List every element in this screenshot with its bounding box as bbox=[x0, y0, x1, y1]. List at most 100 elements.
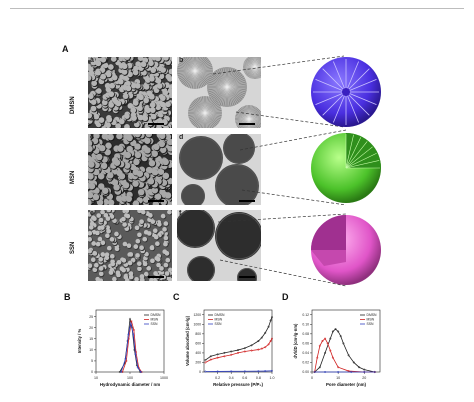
y-tick-label: 0.00 bbox=[302, 370, 309, 374]
plot-frame bbox=[203, 309, 273, 373]
data-point bbox=[337, 370, 340, 373]
data-point bbox=[209, 355, 212, 358]
data-point bbox=[270, 337, 273, 340]
data-point bbox=[136, 366, 139, 369]
data-point bbox=[363, 368, 366, 371]
data-point bbox=[257, 340, 260, 343]
data-point bbox=[250, 349, 253, 352]
data-point bbox=[230, 353, 233, 356]
data-point bbox=[209, 358, 212, 361]
scale-bar bbox=[148, 200, 164, 202]
legend-label: SSN bbox=[367, 322, 375, 326]
data-point bbox=[337, 366, 340, 369]
x-tick-label: 0.4 bbox=[229, 376, 234, 380]
data-point bbox=[331, 356, 334, 359]
panel-label-d: D bbox=[282, 292, 289, 302]
sem-letter-e: e bbox=[90, 210, 94, 217]
data-point bbox=[257, 370, 260, 373]
data-point bbox=[337, 330, 340, 333]
scale-bar bbox=[239, 200, 255, 202]
chart-d-pore-distribution: 0 10 20 0.00 0.02 0.04 0.06 0.08 0.10 0.12 Pore di… bbox=[293, 309, 381, 387]
y-tick-label: 0.02 bbox=[302, 361, 309, 365]
x-tick-label: 0.2 bbox=[215, 376, 220, 380]
y-tick-label: 0 bbox=[199, 370, 201, 374]
legend-label: DMSN bbox=[151, 313, 162, 317]
data-point bbox=[216, 353, 219, 356]
data-point bbox=[350, 370, 353, 373]
series-line-ssn bbox=[205, 370, 273, 372]
legend-label: DMSN bbox=[367, 313, 378, 317]
data-point bbox=[139, 370, 142, 373]
data-point bbox=[129, 317, 132, 320]
y-tick-label: 1200 bbox=[193, 313, 201, 317]
data-point bbox=[316, 356, 319, 359]
x-tick-label: 0.6 bbox=[242, 376, 247, 380]
data-point bbox=[204, 370, 207, 373]
tem-letter-d: d bbox=[179, 134, 184, 141]
series-line-msn bbox=[122, 320, 142, 373]
data-point bbox=[243, 370, 246, 373]
data-point bbox=[134, 353, 137, 356]
sem-image-msn: c bbox=[88, 134, 172, 205]
y-axis-label: dV/dD (cm³/g·nm) bbox=[293, 323, 298, 358]
scale-bar bbox=[148, 276, 164, 278]
x-tick-label: 1000 bbox=[160, 376, 168, 380]
data-point bbox=[313, 370, 316, 373]
data-point bbox=[132, 333, 135, 336]
data-point bbox=[216, 356, 219, 359]
legend-label: SSN bbox=[151, 322, 159, 326]
top-rule bbox=[10, 8, 464, 9]
data-point bbox=[230, 370, 233, 373]
data-point bbox=[124, 357, 127, 360]
legend-label: MSN bbox=[215, 318, 223, 322]
data-point bbox=[324, 337, 327, 340]
legend-label: MSN bbox=[151, 318, 159, 322]
panel-label-b: B bbox=[64, 292, 71, 302]
data-point bbox=[250, 344, 253, 347]
data-point bbox=[127, 333, 130, 336]
data-point bbox=[329, 337, 332, 340]
sem-letter-c: c bbox=[90, 134, 94, 141]
y-tick-label: 0.12 bbox=[302, 313, 309, 317]
data-point bbox=[324, 370, 327, 373]
data-point bbox=[269, 340, 272, 343]
data-point bbox=[204, 361, 207, 364]
data-point bbox=[132, 328, 135, 331]
data-point bbox=[204, 359, 207, 362]
y-axis-label: Intensity / % bbox=[77, 329, 82, 354]
data-point bbox=[318, 344, 321, 347]
scale-bar bbox=[239, 123, 255, 125]
data-point bbox=[223, 351, 226, 354]
data-point bbox=[373, 370, 376, 373]
legend-label: DMSN bbox=[215, 313, 226, 317]
chart-b-dls: 10 100 1000 0 5 10 15 20 25 Hydrodynamic diameter… bbox=[77, 309, 168, 387]
x-axis-label: Hydrodynamic diameter / nm bbox=[100, 382, 160, 387]
y-tick-label: 20 bbox=[89, 326, 93, 330]
data-point bbox=[223, 355, 226, 358]
ssn-sphere-model bbox=[311, 215, 381, 285]
sem-letter-a: a bbox=[90, 57, 94, 64]
x-axis-label: Pore diameter (nm) bbox=[326, 382, 367, 387]
x-tick-label: 100 bbox=[127, 376, 133, 380]
data-point bbox=[120, 370, 123, 373]
y-tick-label: 0.10 bbox=[302, 323, 309, 327]
data-point bbox=[270, 316, 273, 319]
x-tick-label: 10 bbox=[336, 376, 340, 380]
y-tick-label: 0.04 bbox=[302, 351, 309, 355]
data-point bbox=[321, 340, 324, 343]
data-point bbox=[216, 370, 219, 373]
data-point bbox=[125, 359, 128, 362]
data-point bbox=[329, 349, 332, 352]
y-tick-label: 400 bbox=[195, 351, 201, 355]
series-line-dmsn bbox=[205, 316, 273, 361]
data-point bbox=[121, 370, 124, 373]
y-tick-label: 600 bbox=[195, 342, 201, 346]
data-point bbox=[130, 320, 133, 323]
y-tick-label: 0.06 bbox=[302, 342, 309, 346]
sem-image-ssn: e bbox=[88, 210, 172, 281]
x-tick-label: 20 bbox=[362, 376, 366, 380]
data-point bbox=[243, 350, 246, 353]
tem-letter-b: b bbox=[179, 57, 184, 64]
tem-image-dmsn: b bbox=[177, 57, 261, 128]
